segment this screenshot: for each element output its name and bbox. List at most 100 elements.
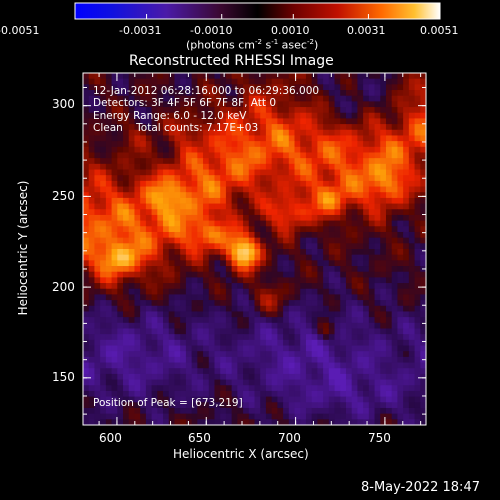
heatmap-cell bbox=[260, 311, 267, 318]
heatmap-cell bbox=[340, 322, 347, 329]
heatmap-cell bbox=[294, 356, 301, 363]
heatmap-cell bbox=[100, 129, 107, 136]
heatmap-cell bbox=[157, 266, 164, 273]
heatmap-cell bbox=[328, 220, 335, 227]
heatmap-cell bbox=[334, 118, 341, 125]
heatmap-cell bbox=[408, 186, 415, 193]
heatmap-cell bbox=[157, 180, 164, 187]
heatmap-cell bbox=[237, 277, 244, 284]
heatmap-cell bbox=[408, 419, 415, 426]
heatmap-cell bbox=[254, 95, 261, 102]
heatmap-cell bbox=[140, 288, 147, 295]
heatmap-cell bbox=[334, 288, 341, 295]
heatmap-cell bbox=[174, 288, 181, 295]
heatmap-cell bbox=[220, 169, 227, 176]
heatmap-cell bbox=[294, 402, 301, 409]
heatmap-cell bbox=[345, 95, 353, 102]
heatmap-cell bbox=[191, 288, 198, 295]
heatmap-cell bbox=[248, 214, 255, 222]
heatmap-cell bbox=[271, 254, 278, 261]
heatmap-cell bbox=[145, 118, 152, 125]
heatmap-cell bbox=[174, 311, 181, 318]
heatmap-cell bbox=[414, 260, 421, 267]
heatmap-cell bbox=[237, 402, 244, 409]
heatmap-cell bbox=[305, 129, 313, 136]
heatmap-cell bbox=[197, 209, 204, 216]
heatmap-cell bbox=[231, 254, 238, 261]
heatmap-cell bbox=[414, 362, 421, 369]
heatmap-cell bbox=[123, 271, 130, 278]
heatmap-cell bbox=[283, 305, 290, 312]
heatmap-cell bbox=[134, 214, 141, 222]
heatmap-cell bbox=[100, 390, 107, 398]
heatmap-cell bbox=[225, 419, 233, 426]
heatmap-cell bbox=[111, 214, 118, 222]
heatmap-cell bbox=[191, 283, 198, 290]
heatmap-cell bbox=[283, 334, 290, 341]
heatmap-cell bbox=[185, 368, 193, 375]
heatmap-cell bbox=[203, 192, 210, 199]
heatmap-cell bbox=[105, 203, 112, 210]
heatmap-cell bbox=[214, 78, 221, 85]
heatmap-cell bbox=[260, 84, 267, 91]
heatmap-cell bbox=[140, 249, 147, 256]
heatmap-cell bbox=[385, 351, 393, 358]
heatmap-cell bbox=[208, 362, 215, 369]
heatmap-cell bbox=[305, 192, 313, 199]
heatmap-cell bbox=[105, 175, 112, 182]
heatmap-cell bbox=[403, 328, 410, 335]
heatmap-cell bbox=[94, 107, 101, 114]
heatmap-cell bbox=[328, 209, 335, 216]
heatmap-cell bbox=[317, 288, 324, 295]
heatmap-cell bbox=[163, 203, 170, 210]
heatmap-cell bbox=[294, 294, 301, 301]
heatmap-cell bbox=[168, 118, 175, 125]
heatmap-cell bbox=[105, 379, 112, 386]
heatmap-cell bbox=[363, 158, 370, 165]
heatmap-cell bbox=[83, 396, 90, 403]
heatmap-cell bbox=[254, 231, 261, 239]
heatmap-cell bbox=[163, 129, 170, 136]
heatmap-cell bbox=[317, 186, 324, 193]
heatmap-cell bbox=[185, 260, 193, 267]
heatmap-cell bbox=[311, 243, 318, 250]
heatmap-cell bbox=[157, 186, 164, 193]
heatmap-cell bbox=[180, 237, 187, 244]
heatmap-cell bbox=[140, 118, 147, 125]
heatmap-cell bbox=[317, 385, 324, 392]
heatmap-cell bbox=[420, 413, 427, 420]
heatmap-cell bbox=[197, 334, 204, 341]
heatmap-cell bbox=[414, 402, 421, 409]
heatmap-cell bbox=[351, 192, 358, 199]
heatmap-cell bbox=[408, 214, 415, 222]
heatmap-cell bbox=[391, 402, 398, 409]
heatmap-cell bbox=[225, 402, 233, 409]
heatmap-cell bbox=[94, 334, 101, 341]
heatmap-cell bbox=[151, 322, 158, 329]
heatmap-cell bbox=[83, 328, 90, 335]
heatmap-cell bbox=[94, 362, 101, 369]
heatmap-cell bbox=[265, 158, 273, 165]
heatmap-cell bbox=[340, 294, 347, 301]
heatmap-cell bbox=[317, 283, 324, 290]
heatmap-cell bbox=[391, 356, 398, 363]
heatmap-cell bbox=[145, 112, 152, 119]
heatmap-cell bbox=[243, 249, 250, 256]
heatmap-cell bbox=[105, 351, 112, 358]
heatmap-cell bbox=[140, 407, 147, 415]
heatmap-cell bbox=[414, 373, 421, 380]
heatmap-cell bbox=[271, 163, 278, 170]
heatmap-cell bbox=[214, 192, 221, 199]
heatmap-cell bbox=[420, 226, 427, 233]
heatmap-cell bbox=[254, 345, 261, 352]
heatmap-cell bbox=[197, 288, 204, 295]
heatmap-cell bbox=[288, 78, 295, 85]
heatmap-cell bbox=[288, 311, 295, 318]
heatmap-cell bbox=[368, 203, 375, 210]
heatmap-cell bbox=[351, 328, 358, 335]
heatmap-cell bbox=[254, 407, 261, 415]
heatmap-cell bbox=[111, 334, 118, 341]
heatmap-cell bbox=[163, 107, 170, 114]
heatmap-cell bbox=[111, 73, 118, 80]
heatmap-cell bbox=[123, 158, 130, 165]
